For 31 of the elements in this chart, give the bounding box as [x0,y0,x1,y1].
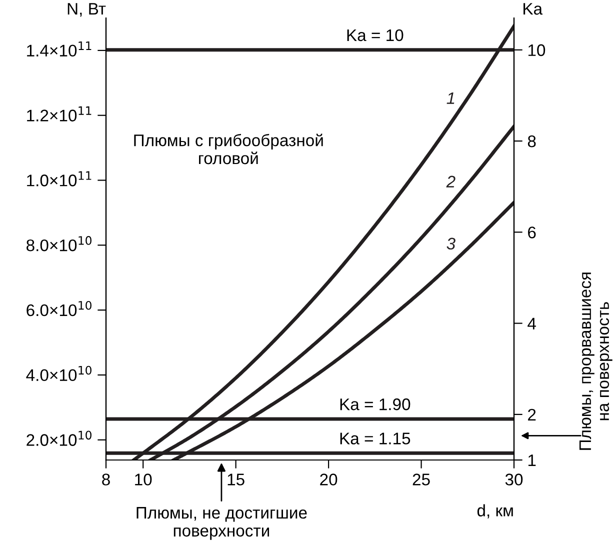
y-tick-label: 6.0×10$^{10}$ [26,300,92,316]
x-tick-label: 15 [228,474,244,486]
ref-line-label: Ka = 1.90 [340,398,410,410]
y-tick-label: 1.0×10$^{11}$ [27,171,92,186]
y-tick-label: 1.2×10$^{11}$ [27,106,92,122]
y2-tick-label: 8 [528,135,536,148]
x-tick-label: 25 [412,474,430,486]
x-axis-title: d, км [477,504,513,518]
y2-tick-label: 4 [528,318,536,330]
x-tick-label: 8 [102,474,110,486]
series-label: 3 [446,238,456,250]
y-tick-label: 8.0×10$^{10}$ [26,236,92,252]
y2-tick-label: 2 [528,408,536,420]
ref-line-label: Ka = 1.15 [340,432,410,444]
y-axis-title: N, Вт [68,3,106,17]
y2-tick-label: 6 [528,226,536,238]
y-tick-label: 1.4×10$^{11}$ [27,41,92,57]
text: Плюмы, прорвавшиеся на поверхность [579,272,612,450]
x-tick-label: 30 [505,474,523,486]
text: Плюмы, не достигшие поверхности [136,507,307,540]
series-label: 1 [446,92,454,104]
x-tick-label: 20 [320,474,338,486]
ref-line-label: Ka = 10 [347,29,404,42]
y2-tick-label: 1 [528,454,536,466]
y2-axis-title: Ka [524,3,543,15]
x-tick-label: 10 [135,474,152,486]
y-tick-label: 4.0×10$^{10}$ [26,366,92,382]
annotation: Плюмы с грибообразной головой [134,134,323,164]
series-label: 2 [446,176,456,188]
y-tick-label: 2.0×10$^{10}$ [26,430,92,446]
y2-tick-label: 10 [528,44,546,56]
